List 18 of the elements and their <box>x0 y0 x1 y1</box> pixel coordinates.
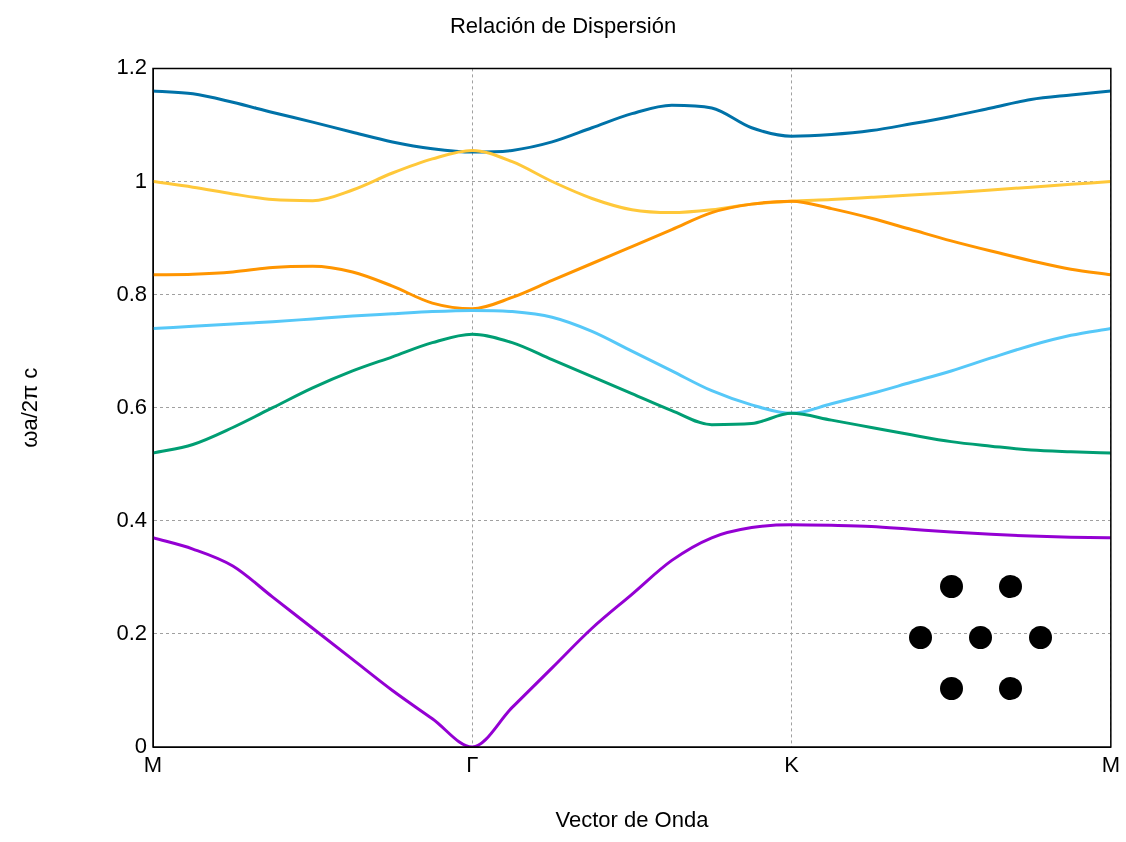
y-tick-label: 0.8 <box>116 280 147 306</box>
x-tick-label: M <box>143 752 163 778</box>
y-tick-label: 1.2 <box>116 54 147 80</box>
y-tick-label: 1 <box>134 167 147 193</box>
y-axis-title: ωa/2π c <box>17 367 43 448</box>
x-tick-label: Γ <box>466 752 479 778</box>
line-series <box>153 199 1111 311</box>
y-tick-label: 0.6 <box>116 393 147 419</box>
line-series <box>153 308 1111 415</box>
chart-title: Relación de Dispersión <box>449 13 677 39</box>
y-tick-label: 0.4 <box>116 506 147 532</box>
line-series <box>153 332 1111 455</box>
line-series <box>153 89 1111 154</box>
x-axis-title: Vector de Onda <box>555 806 710 832</box>
x-tick-label: K <box>784 752 800 778</box>
line-series <box>153 148 1111 215</box>
x-tick-label: M <box>1101 752 1120 778</box>
y-tick-label: 0.2 <box>116 619 147 645</box>
